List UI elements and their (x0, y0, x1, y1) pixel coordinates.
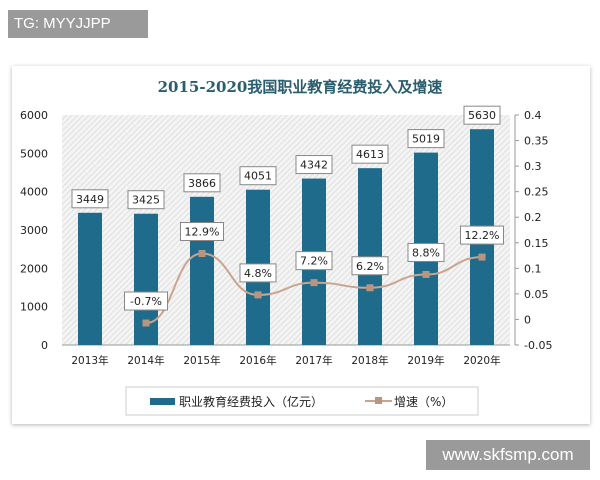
right-tick-label: 0.35 (524, 135, 549, 148)
left-tick-label: 1000 (20, 301, 48, 314)
growth-data-label-box (351, 256, 389, 276)
left-tick-label: 5000 (20, 147, 48, 160)
growth-data-label: 12.9% (185, 226, 220, 239)
growth-point (310, 279, 318, 287)
right-tick-label: 0.25 (524, 186, 549, 199)
bar-data-label: 5630 (468, 109, 496, 122)
growth-data-label-box (295, 251, 333, 271)
x-tick-label: 2016年 (239, 354, 276, 367)
x-tick-label: 2014年 (127, 354, 164, 367)
right-tick-label: 0 (524, 313, 531, 326)
right-tick-label: 0.3 (524, 160, 542, 173)
left-tick-label: 6000 (20, 109, 48, 122)
right-tick-label: 0.1 (524, 262, 542, 275)
right-tick-label: 0.4 (524, 109, 542, 122)
bar-2013年 (78, 212, 102, 345)
left-tick-label: 4000 (20, 186, 48, 199)
legend (125, 386, 479, 416)
right-tick-label: 0.15 (524, 237, 549, 250)
growth-data-label: 4.8% (244, 267, 272, 280)
bar-data-label: 4613 (356, 148, 384, 161)
growth-data-label-box (407, 242, 445, 262)
bar-data-label-box (183, 173, 221, 193)
bar-data-label-box (407, 129, 445, 149)
growth-point (478, 253, 486, 261)
bar-data-label: 5019 (412, 133, 440, 146)
bar-data-label: 3866 (188, 177, 216, 190)
growth-data-label: 7.2% (300, 255, 328, 268)
left-tick-label: 2000 (20, 262, 48, 275)
bar-data-label: 4342 (300, 159, 328, 172)
bar-data-label: 3425 (132, 194, 160, 207)
growth-data-label: 12.2% (465, 229, 500, 242)
watermark-bottom: www.skfsmp.com (426, 440, 590, 470)
growth-point (254, 291, 262, 299)
left-tick-label: 0 (41, 339, 48, 352)
x-tick-label: 2015年 (183, 354, 220, 367)
growth-data-label-box (180, 222, 224, 242)
growth-data-label: 6.2% (356, 260, 384, 273)
growth-data-label-box (239, 263, 277, 283)
growth-point (198, 250, 206, 258)
right-tick-label: 0.05 (524, 288, 549, 301)
growth-data-label: -0.7% (130, 295, 162, 308)
bar-data-label-box (463, 105, 501, 125)
growth-point (366, 284, 374, 292)
bar-data-label-box (295, 155, 333, 175)
x-tick-label: 2018年 (351, 354, 388, 367)
bar-data-label-box (351, 144, 389, 164)
legend-line-label: 增速（%） (394, 395, 453, 409)
bar-data-label-box (71, 189, 109, 209)
chart-title: 2015-2020我国职业教育经费投入及增速 (158, 78, 443, 96)
x-tick-label: 2020年 (463, 354, 500, 367)
growth-data-label-box (124, 291, 168, 311)
right-tick-label: 0.2 (524, 211, 542, 224)
growth-point (142, 319, 150, 327)
watermark-top: TG: MYYJJPP (8, 10, 148, 38)
growth-data-label: 8.8% (412, 246, 440, 259)
legend-line-marker (375, 397, 382, 404)
growth-point (422, 270, 430, 278)
x-tick-label: 2019年 (407, 354, 444, 367)
bar-2015年 (190, 196, 214, 345)
right-tick-label: -0.05 (524, 339, 552, 352)
left-tick-label: 3000 (20, 224, 48, 237)
legend-bar-label: 职业教育经费投入（亿元） (179, 394, 323, 409)
bar-data-label-box (127, 190, 165, 210)
x-tick-label: 2013年 (71, 354, 108, 367)
growth-data-label-box (460, 225, 504, 245)
bar-data-label: 4051 (244, 170, 272, 183)
x-tick-label: 2017年 (295, 354, 332, 367)
bar-data-label: 3449 (76, 193, 104, 206)
bar-data-label-box (239, 166, 277, 186)
legend-bar-swatch (150, 398, 175, 405)
